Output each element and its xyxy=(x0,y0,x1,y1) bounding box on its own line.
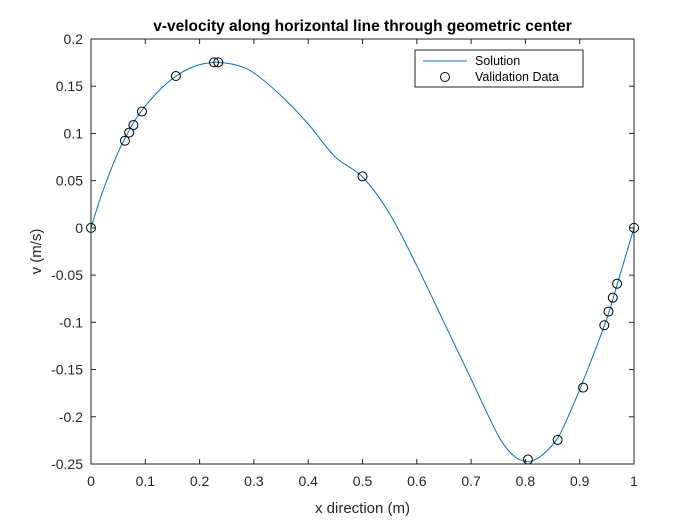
x-axis-label: x direction (m) xyxy=(315,500,410,517)
y-axis-label: v (m/s) xyxy=(28,229,45,275)
validation-point xyxy=(357,171,368,182)
legend-solution-label: Solution xyxy=(475,54,520,68)
chart-title: v-velocity along horizontal line through… xyxy=(153,18,572,35)
legend-box xyxy=(414,49,584,88)
y-tick-label: 0 xyxy=(75,220,83,236)
y-tick-label: -0.05 xyxy=(51,267,83,283)
x-axis-ticks: 0 0.1 0.2 0.3 0.4 0.5 0.6 0.7 0.8 0.9 1 xyxy=(87,39,638,489)
x-tick-label: 0.7 xyxy=(461,473,481,489)
x-tick-label: 0.4 xyxy=(298,473,318,489)
validation-point xyxy=(170,71,181,82)
legend-validation-swatch xyxy=(440,72,450,82)
validation-point xyxy=(213,57,224,68)
validation-point xyxy=(603,306,614,317)
y-tick-label: -0.2 xyxy=(59,409,83,425)
validation-point xyxy=(119,135,130,146)
legend: Solution Validation Data xyxy=(414,49,584,88)
validation-point xyxy=(124,127,135,138)
x-tick-label: 0.5 xyxy=(353,473,373,489)
x-tick-label: 0.8 xyxy=(516,473,536,489)
x-tick-label: 0.6 xyxy=(407,473,427,489)
x-tick-label: 0.9 xyxy=(570,473,590,489)
solution-curve-layer xyxy=(90,61,635,463)
validation-point xyxy=(128,120,139,131)
x-tick-label: 1 xyxy=(630,473,638,489)
y-tick-label: 0.2 xyxy=(64,31,84,47)
y-tick-label: 0.05 xyxy=(56,173,83,189)
solution-line xyxy=(90,61,635,463)
validation-point xyxy=(612,278,623,289)
x-tick-label: 0.1 xyxy=(136,473,156,489)
y-tick-label: 0.1 xyxy=(64,125,84,141)
y-axis-ticks: 0.2 0.15 0.1 0.05 0 -0.05 -0.1 -0.15 -0.2 -0.25 xyxy=(51,31,634,472)
legend-validation-label: Validation Data xyxy=(475,70,559,84)
validation-point xyxy=(607,292,618,303)
y-tick-label: 0.15 xyxy=(56,78,83,94)
y-tick-label: -0.25 xyxy=(51,456,83,472)
x-tick-label: 0.2 xyxy=(190,473,210,489)
y-tick-label: -0.15 xyxy=(51,362,83,378)
y-tick-label: -0.1 xyxy=(59,314,83,330)
validation-point xyxy=(578,382,589,393)
x-tick-label: 0 xyxy=(87,473,95,489)
plot-area xyxy=(91,39,634,464)
validation-point xyxy=(209,57,220,68)
validation-point xyxy=(136,106,147,117)
validation-point xyxy=(552,434,563,445)
validation-point xyxy=(599,320,610,331)
x-tick-label: 0.3 xyxy=(244,473,264,489)
